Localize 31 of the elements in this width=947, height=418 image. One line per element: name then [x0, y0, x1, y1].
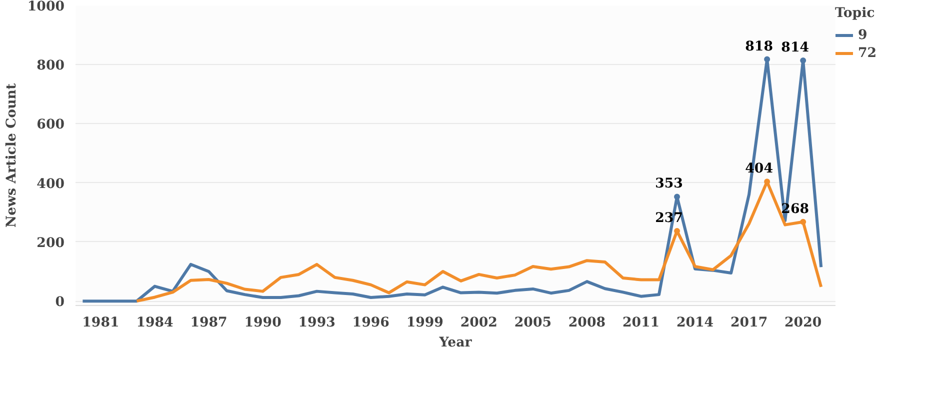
legend-label: 72 — [858, 45, 878, 61]
x-tick-label: 2014 — [676, 314, 714, 330]
x-axis-title: Year — [438, 334, 473, 350]
y-tick-label: 600 — [36, 116, 65, 133]
legend-title: Topic — [835, 5, 876, 21]
x-tick-label: 2020 — [784, 314, 822, 330]
x-tick-label: 1984 — [136, 314, 174, 330]
x-tick-label: 2011 — [622, 314, 660, 330]
data-label: 818 — [745, 38, 773, 54]
x-tick-label: 2017 — [730, 314, 768, 330]
x-tick-label: 1999 — [406, 314, 444, 330]
legend-label: 9 — [858, 27, 868, 43]
y-tick-label: 400 — [36, 176, 65, 192]
x-tick-label: 1993 — [298, 314, 336, 330]
y-axis-title: News Article Count — [3, 82, 20, 228]
point — [800, 218, 806, 225]
x-tick-label: 2008 — [568, 314, 606, 330]
point — [764, 56, 770, 62]
y-tick-label: 1000 — [27, 0, 65, 14]
x-tick-label: 1987 — [190, 314, 228, 330]
x-tick-label: 1981 — [82, 314, 120, 330]
y-tick-label: 0 — [55, 294, 65, 310]
x-tick-label: 1990 — [244, 314, 282, 330]
x-tick-label: 2005 — [514, 314, 552, 330]
point — [800, 57, 806, 64]
y-tick-label: 800 — [36, 58, 65, 74]
x-tick-label: 2002 — [460, 314, 498, 330]
x-tick-label: 1996 — [352, 314, 390, 330]
data-label: 814 — [781, 39, 809, 56]
data-label: 353 — [655, 176, 683, 192]
y-tick-label: 200 — [36, 234, 65, 251]
